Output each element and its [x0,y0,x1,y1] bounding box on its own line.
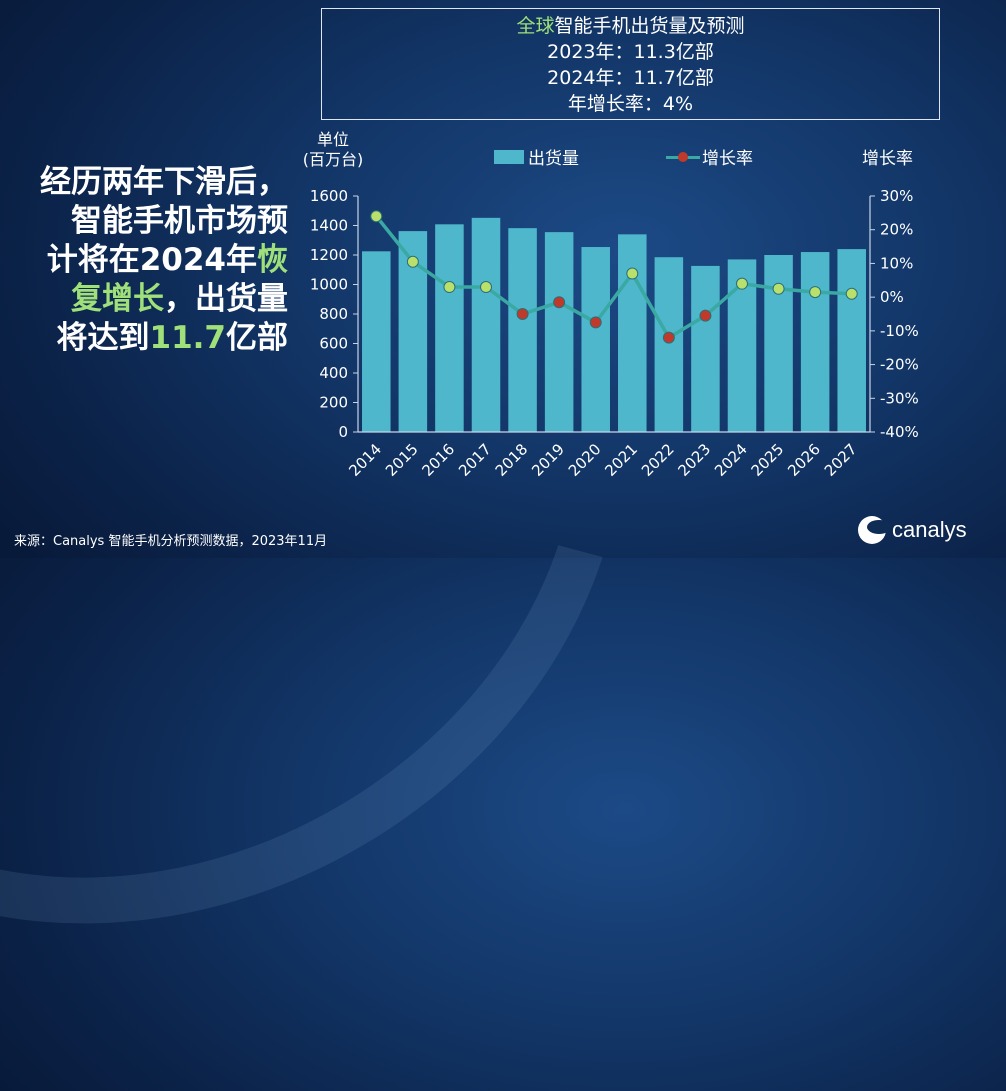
canalys-logo-icon [858,516,891,544]
bar-2016 [435,224,464,432]
headline-line-3-highlight: 恢 [257,242,288,278]
growth-point-2023 [699,309,712,322]
growth-point-2021 [626,267,639,280]
growth-point-2015 [406,255,419,268]
summary-line-growth: 年增长率：4% [567,93,694,115]
legend-line-swatch [666,150,700,164]
x-tick-label-2014: 2014 [345,440,385,480]
canalys-logo: canalys [858,516,967,544]
growth-point-2026 [809,286,822,299]
growth-point-2027 [845,287,858,300]
y-tick-label: 800 [319,305,348,323]
growth-line-group [370,210,858,344]
headline-line-5-highlight: 11.7 [149,320,227,356]
growth-point-2025 [772,282,785,295]
headline-line-5a: 将达到 [56,320,150,356]
chart-svg: 0 200 400 600 800 1000 1200 1400 1600 -40% -30% -2… [310,187,919,480]
x-tick-label-2017: 2017 [455,440,495,480]
y2-tick-label: -40% [880,423,919,441]
headline-line-2: 智能手机市场预 [71,203,288,239]
bar-2026 [800,252,830,432]
summary-line-2023: 2023年：11.3亿部 [547,41,714,63]
bar-2025 [764,255,793,432]
y2-tick-label: -20% [880,356,919,374]
y2-tick-label: 0% [880,288,904,306]
x-tick-label-2022: 2022 [638,440,678,480]
x-tick-label-2023: 2023 [675,440,715,480]
growth-point-2024 [736,277,748,290]
x-tick-label-2024: 2024 [711,440,751,480]
bar-2020 [581,247,610,432]
growth-line [374,215,852,341]
y-tick-label: 400 [319,364,348,382]
summary-title: 全球智能手机出货量及预测 [322,13,939,39]
bar-2021 [618,234,647,432]
bar-2023 [691,265,720,432]
summary-line-2024: 2024年：11.7亿部 [547,67,714,89]
growth-point-2016 [443,281,456,294]
y-tick-label: 1000 [310,276,348,294]
growth-point-2014 [370,210,383,223]
source-note: 来源：Canalys 智能手机分析预测数据，2023年11月 [14,534,328,549]
growth-point-2019 [553,296,566,309]
growth-point-2020 [589,316,602,329]
x-tick-label-2020: 2020 [565,440,605,480]
summary-box: 全球智能手机出货量及预测 2023年：11.3亿部 2024年：11.7亿部 年… [321,8,940,120]
legend-bar-swatch [494,149,524,164]
y-tick-label: 0 [338,423,348,441]
summary-title-highlight: 全球 [516,15,555,37]
headline-line-4b: ，出货量 [164,281,288,317]
x-ticks-group: 2014201520162017201820192020202120222023… [345,440,860,480]
canalys-logo-text: canalys [892,517,967,542]
y-tick-label: 600 [319,335,348,353]
bar-2018 [508,228,537,432]
legend-item-growth: 增长率 [666,144,753,169]
y-tick-label: 200 [319,394,348,412]
x-tick-label-2015: 2015 [382,440,422,480]
growth-point-2018 [516,308,529,320]
x-tick-label-2025: 2025 [748,440,788,480]
summary-title-rest: 智能手机出货量及预测 [554,15,745,37]
y2-tick-label: -10% [880,322,919,340]
headline: 经历两年下滑后， 智能手机市场预 计将在2024年恢 复增长，出货量 将达到11… [18,163,288,358]
growth-point-2022 [662,331,675,344]
x-tick-label-2027: 2027 [821,440,861,480]
y2-tick-label: 30% [880,187,913,205]
y-tick-label: 1200 [310,246,348,264]
x-tick-label-2021: 2021 [601,440,641,480]
x-tick-label-2018: 2018 [492,440,532,480]
unit-label-line-1: 单位 [316,130,349,149]
axes-group [357,196,871,433]
y-tick-label: 1400 [310,217,348,235]
legend-label-growth: 增长率 [702,149,753,169]
unit-label-line-2: (百万台) [302,150,364,169]
headline-line-1: 经历两年下滑后， [40,164,288,200]
y2-axis-title: 增长率 [862,149,913,169]
y2-tick-label: 20% [880,221,913,239]
legend-item-shipments: 出货量 [494,144,579,169]
y2-ticks-group: -40% -30% -20% -10% 0% 10% 20% 30% [870,187,919,441]
x-tick-label-2026: 2026 [784,440,824,480]
x-tick-label-2019: 2019 [528,440,568,480]
growth-point-2017 [480,281,492,294]
y-axis-unit-label: 单位 (百万台) [283,130,383,170]
bar-2027 [837,249,866,432]
x-tick-label-2016: 2016 [419,440,459,480]
y2-tick-label: -30% [880,389,919,407]
bars-group [362,217,866,432]
headline-line-4-highlight: 复增长 [71,281,164,317]
headline-line-3a: 计将在2024年 [46,242,257,278]
bar-2017 [471,217,501,432]
bar-2014 [362,251,391,432]
y-tick-label: 1600 [310,187,348,205]
y-ticks-group: 0 200 400 600 800 1000 1200 1400 1600 [310,187,358,441]
bar-2022 [654,257,684,432]
legend-label-shipments: 出货量 [528,149,579,169]
headline-line-5b: 亿部 [226,320,288,356]
bar-2019 [544,232,574,432]
y2-tick-label: 10% [880,254,913,272]
